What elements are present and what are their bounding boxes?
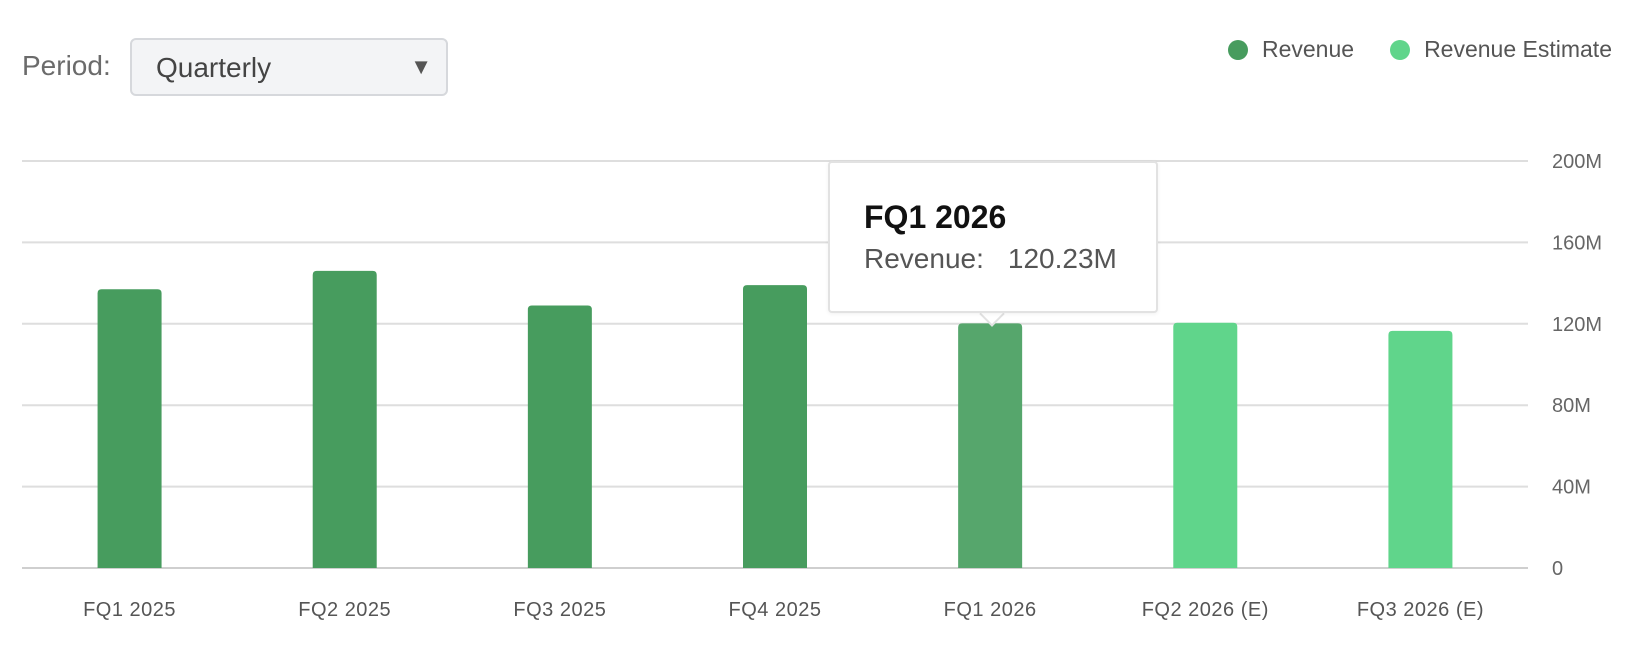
bar: [527, 305, 592, 568]
bar: [1388, 330, 1453, 568]
legend-label: Revenue: [1261, 36, 1355, 62]
legend-item-revenue-estimate[interactable]: Revenue Estimate: [1390, 36, 1612, 63]
x-tick-label: FQ1 2025: [83, 599, 176, 621]
y-tick-label: 160M: [1552, 232, 1602, 254]
x-tick-label: FQ1 2026: [944, 599, 1037, 621]
y-tick-label: 200M: [1552, 151, 1602, 173]
x-tick-label: FQ3 2025: [513, 599, 606, 621]
bar: [958, 323, 1023, 568]
legend-dot-icon: [1390, 39, 1411, 60]
x-tick-label: FQ3 2026 (E): [1357, 599, 1484, 621]
y-tick-label: 80M: [1552, 395, 1591, 417]
x-tick-label: FQ2 2026 (E): [1142, 599, 1269, 621]
y-tick-label: 0: [1552, 558, 1563, 580]
tooltip-row: Revenue: 120.23M: [864, 243, 1117, 275]
period-select[interactable]: Quarterly ▼: [130, 38, 448, 96]
tooltip-value: 120.23M: [1007, 243, 1117, 274]
y-tick-label: 120M: [1552, 314, 1602, 336]
bar: [743, 285, 807, 568]
bar: [312, 270, 377, 568]
period-select-value: Quarterly: [156, 52, 272, 83]
x-tick-label: FQ4 2025: [729, 599, 822, 621]
bar: [97, 289, 162, 568]
tooltip-label: Revenue:: [864, 243, 984, 274]
legend-label: Revenue Estimate: [1424, 36, 1612, 62]
chart-tooltip: FQ1 2026 Revenue: 120.23M: [828, 161, 1158, 313]
bar: [1173, 322, 1238, 568]
x-tick-label: FQ2 2025: [298, 599, 391, 621]
period-label: Period:: [22, 50, 111, 81]
y-tick-label: 40M: [1552, 477, 1591, 499]
legend-dot-icon: [1227, 39, 1248, 60]
legend-item-revenue[interactable]: Revenue: [1227, 36, 1355, 63]
chevron-down-icon: ▼: [410, 54, 432, 79]
tooltip-title: FQ1 2026: [864, 199, 1007, 235]
chart-legend: Revenue Revenue Estimate: [1227, 36, 1612, 63]
